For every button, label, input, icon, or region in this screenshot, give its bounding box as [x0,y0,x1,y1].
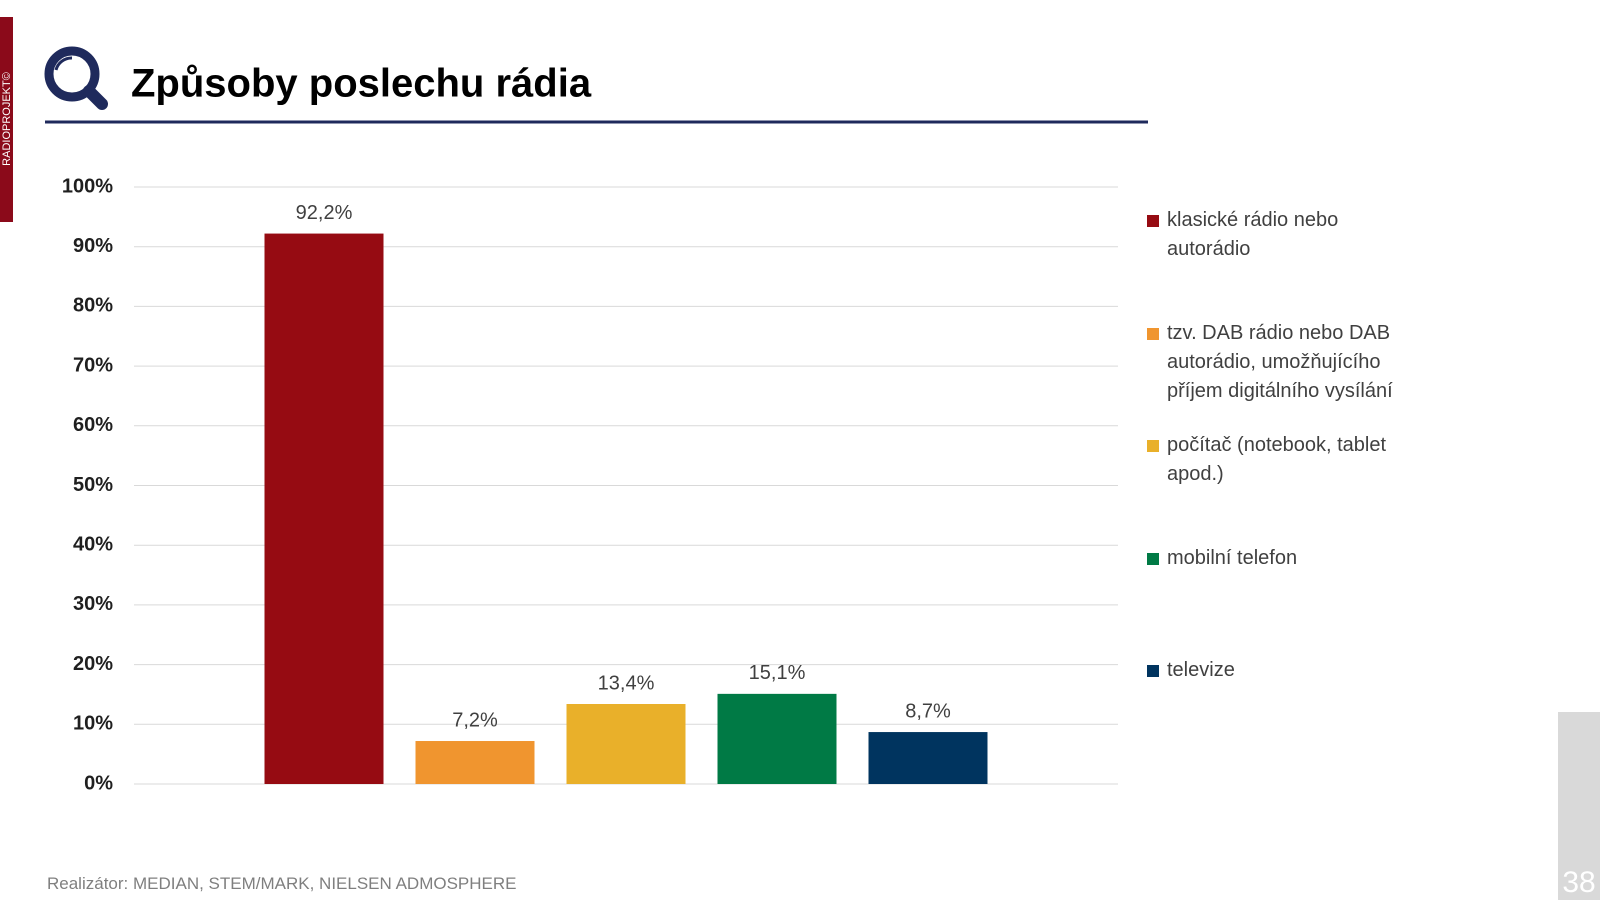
legend-item: klasické rádio nebo autorádio [1147,206,1417,264]
legend-swatch [1147,552,1159,565]
legend-label: televize [1167,659,1235,681]
legend-item: počítač (notebook, tablet apod.) [1147,431,1417,489]
search-icon-handle [83,85,108,110]
y-tick-label: 30% [73,593,113,615]
side-strip [0,17,13,222]
y-tick-label: 100% [62,175,113,197]
y-tick-label: 90% [73,235,113,257]
page-box [1558,712,1600,900]
bar [717,693,837,784]
y-tick-label: 80% [73,295,113,317]
y-tick-label: 50% [73,474,113,496]
data-label: 8,7% [905,700,951,722]
data-label: 92,2% [296,202,353,224]
legend-label: klasické rádio nebo autorádio [1167,209,1339,260]
y-tick-label: 70% [73,354,113,376]
legend-swatch [1147,215,1159,227]
legend-swatch [1147,440,1159,452]
footer: Realizátor: MEDIAN, STEM/MARK, NIELSEN A… [47,874,517,893]
data-label: 7,2% [452,709,498,731]
y-tick-label: 60% [73,414,113,436]
bar [868,732,988,784]
y-tick-label: 10% [73,713,113,735]
legend-label: počítač (notebook, tablet apod.) [1167,434,1387,485]
bar [264,233,384,785]
bar [566,704,686,784]
data-label: 15,1% [749,662,806,684]
y-tick-label: 0% [84,772,113,794]
legend-item: televize [1147,656,1417,685]
y-tick-label: 20% [73,653,113,675]
legend-item: mobilní telefon [1147,544,1417,573]
data-label: 13,4% [598,672,655,694]
legend-label: tzv. DAB rádio nebo DAB autorádio, umožň… [1167,321,1393,402]
side-label: RADIOPROJEKT© [1,72,13,166]
y-tick-label: 40% [73,533,113,555]
legend-label: mobilní telefon [1167,546,1298,569]
legend-item: tzv. DAB rádio nebo DAB autorádio, umožň… [1147,319,1417,406]
legend-swatch [1147,327,1159,340]
legend-swatch [1147,665,1159,677]
page-number: 38 [1562,866,1595,899]
search-icon [44,46,100,102]
chart-title: Způsoby poslechu rádia [131,62,592,106]
search-icon-shine [54,56,73,71]
bar [415,741,535,784]
